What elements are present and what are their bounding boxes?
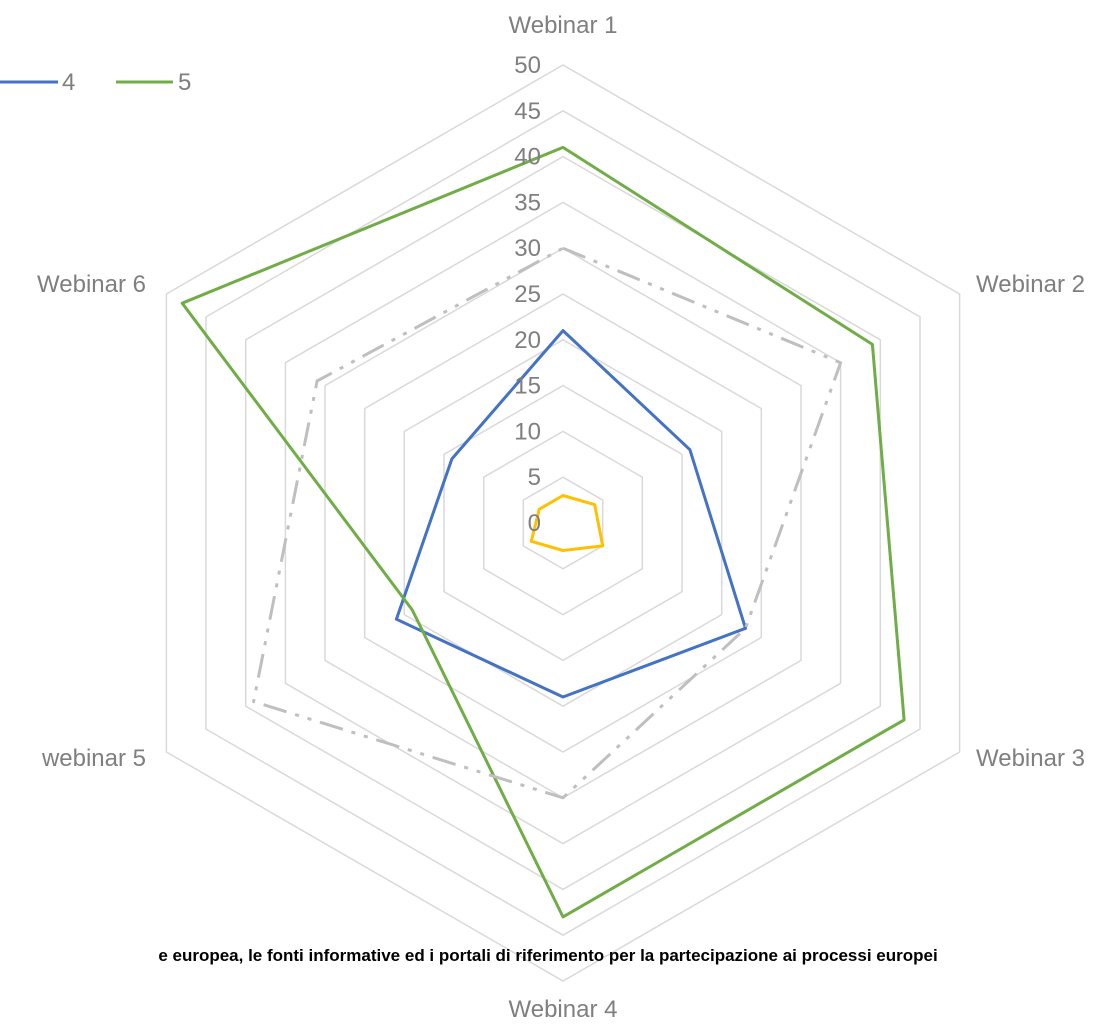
series-line-4: [394, 329, 747, 699]
tick-label-45: 45: [514, 98, 541, 125]
legend-label-series-4: 4: [62, 69, 75, 96]
tick-labels: 0 5 10 15 20 25 30 35 40 45 50: [514, 52, 541, 537]
axis-label-5: webinar 5: [41, 745, 146, 772]
axis-label-3: Webinar 3: [976, 745, 1085, 772]
axis-labels: Webinar 1 Webinar 2 Webinar 3 Webinar 4 webi…: [37, 12, 1085, 1023]
tick-label-15: 15: [514, 373, 541, 400]
grid-ring-10: [482, 430, 644, 616]
tick-label-0: 0: [528, 510, 541, 537]
axis-label-4: Webinar 4: [509, 996, 618, 1023]
legend-label-series-5: 5: [178, 69, 191, 96]
grid-ring-15: [443, 384, 683, 662]
grid-ring-50: [165, 64, 961, 982]
tick-label-10: 10: [514, 418, 541, 445]
tick-label-35: 35: [514, 189, 541, 216]
axis-label-2: Webinar 2: [976, 271, 1085, 298]
radar-grid: [165, 64, 961, 982]
chart-caption: e europea, le fonti informative ed i por…: [158, 946, 937, 965]
radar-series: [180, 145, 906, 919]
axis-label-1: Webinar 1: [509, 12, 618, 39]
grid-ring-35: [284, 201, 842, 845]
tick-label-25: 25: [514, 281, 541, 308]
grid-ring-20: [403, 338, 723, 708]
series-line-unnamed-3: [252, 246, 843, 800]
grid-ring-5: [522, 476, 604, 570]
grid-ring-40: [244, 155, 882, 891]
tick-label-50: 50: [514, 52, 541, 79]
series-line-unnamed-0: [529, 494, 605, 552]
grid-ring-45: [205, 109, 921, 937]
tick-label-30: 30: [514, 235, 541, 262]
grid-ring-25: [363, 293, 763, 753]
chart-legend: 4 5: [0, 69, 191, 96]
tick-label-20: 20: [514, 327, 541, 354]
tick-label-40: 40: [514, 144, 541, 171]
axis-label-6: Webinar 6: [37, 271, 146, 298]
series-line-5: [180, 145, 906, 919]
tick-label-5: 5: [528, 464, 541, 491]
